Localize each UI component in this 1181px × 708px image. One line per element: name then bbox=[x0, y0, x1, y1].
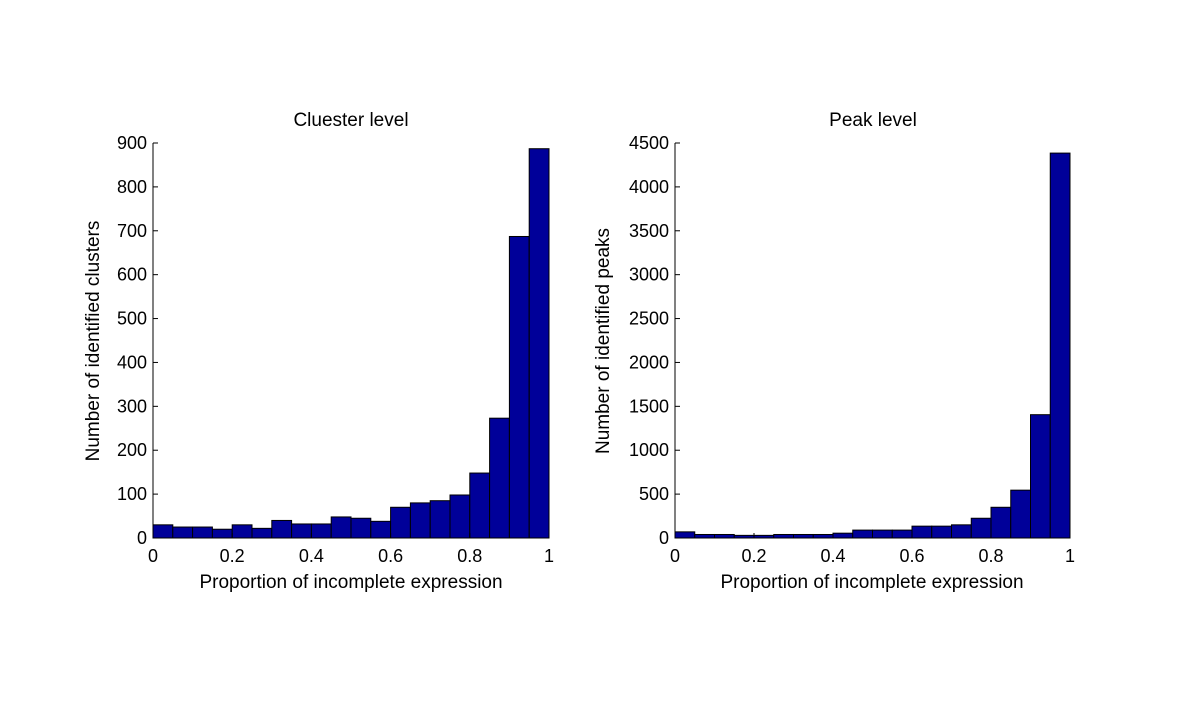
histogram-bar bbox=[330, 516, 352, 539]
y-tick-label: 0 bbox=[659, 528, 669, 548]
y-tick-label: 700 bbox=[117, 221, 147, 241]
y-tick-label: 3500 bbox=[629, 221, 669, 241]
y-tick-label: 500 bbox=[117, 309, 147, 329]
y-tick-label: 600 bbox=[117, 265, 147, 285]
histogram-bar bbox=[891, 529, 913, 539]
cluster-level-panel: Cluester level 0 100 200 300 400 500 600 700 800… bbox=[83, 110, 554, 593]
y-tick-label: 400 bbox=[117, 352, 147, 372]
histogram-bar bbox=[409, 502, 431, 539]
histogram-bar bbox=[1049, 152, 1071, 539]
y-tick-label: 300 bbox=[117, 396, 147, 416]
histogram-bar bbox=[1010, 489, 1031, 539]
chart-title: Cluester level bbox=[293, 110, 408, 131]
histogram-bar bbox=[489, 417, 510, 539]
histogram-bar bbox=[211, 528, 233, 539]
x-tick-label: 0.4 bbox=[299, 546, 324, 566]
x-ticks: 0 0.2 0.4 0.6 0.8 1 bbox=[148, 533, 554, 566]
histogram-bar bbox=[508, 235, 530, 539]
y-tick-label: 2000 bbox=[629, 352, 669, 372]
histogram-bar bbox=[172, 526, 194, 539]
histogram-bar bbox=[674, 531, 696, 539]
histogram-bar bbox=[970, 517, 992, 539]
peak-level-panel: Peak level 0 500 1000 1500 2000 2500 3000 3500 4… bbox=[593, 110, 1075, 593]
histogram-bar bbox=[951, 524, 972, 539]
x-tick-label: 0 bbox=[670, 546, 680, 566]
histogram-bar bbox=[370, 520, 392, 539]
y-tick-label: 2500 bbox=[629, 309, 669, 329]
y-axis-label: Number of identified peaks bbox=[593, 228, 614, 454]
histogram-bar bbox=[832, 532, 854, 539]
histogram-bar bbox=[528, 148, 550, 539]
y-ticks: 0 100 200 300 400 500 600 700 800 900 bbox=[117, 133, 158, 548]
x-tick-label: 0.6 bbox=[378, 546, 403, 566]
histogram-bar bbox=[310, 523, 332, 539]
x-tick-label: 0 bbox=[148, 546, 158, 566]
y-axis-label: Number of identified clusters bbox=[83, 221, 104, 462]
x-axis-label: Proportion of incomplete expression bbox=[199, 572, 502, 593]
y-tick-label: 4500 bbox=[629, 133, 669, 153]
histogram-bar bbox=[872, 529, 893, 539]
histogram-bar bbox=[231, 524, 253, 539]
y-tick-label: 800 bbox=[117, 177, 147, 197]
histogram-bar bbox=[469, 472, 491, 539]
histogram-bar bbox=[931, 525, 952, 539]
histogram-bar bbox=[694, 533, 715, 539]
histogram-bar bbox=[291, 523, 312, 539]
histogram-bar bbox=[350, 517, 372, 539]
y-tick-label: 1000 bbox=[629, 440, 669, 460]
x-tick-label: 0.6 bbox=[899, 546, 924, 566]
x-tick-label: 0.4 bbox=[820, 546, 845, 566]
x-tick-label: 0.8 bbox=[978, 546, 1003, 566]
histogram-bar bbox=[852, 529, 873, 539]
y-tick-label: 900 bbox=[117, 133, 147, 153]
x-axis-label: Proportion of incomplete expression bbox=[720, 572, 1023, 593]
histogram-bar bbox=[152, 524, 174, 539]
y-tick-label: 4000 bbox=[629, 177, 669, 197]
bars-group bbox=[152, 148, 550, 539]
y-tick-label: 100 bbox=[117, 484, 147, 504]
histogram-bar bbox=[271, 519, 293, 539]
histogram-bar bbox=[714, 533, 735, 539]
y-tick-label: 500 bbox=[639, 484, 669, 504]
x-tick-label: 0.2 bbox=[220, 546, 245, 566]
x-tick-label: 1 bbox=[544, 546, 554, 566]
histogram-bar bbox=[990, 506, 1012, 539]
y-tick-label: 200 bbox=[117, 440, 147, 460]
x-ticks: 0 0.2 0.4 0.6 0.8 1 bbox=[670, 533, 1075, 566]
histogram-bar bbox=[449, 494, 471, 539]
histogram-bar bbox=[793, 533, 814, 539]
y-tick-label: 0 bbox=[137, 528, 147, 548]
x-tick-label: 1 bbox=[1065, 546, 1075, 566]
histogram-bar bbox=[390, 506, 411, 539]
histogram-bar bbox=[429, 500, 451, 539]
y-tick-label: 3000 bbox=[629, 265, 669, 285]
y-ticks: 0 500 1000 1500 2000 2500 3000 3500 4000 4500 bbox=[629, 133, 680, 548]
x-tick-label: 0.8 bbox=[457, 546, 482, 566]
histogram-bar bbox=[773, 533, 794, 539]
bars-group bbox=[674, 152, 1071, 539]
y-tick-label: 1500 bbox=[629, 396, 669, 416]
chart-title: Peak level bbox=[829, 110, 917, 131]
histogram-bar bbox=[812, 533, 834, 539]
histogram-bar bbox=[251, 527, 273, 539]
histogram-bar bbox=[911, 525, 933, 539]
x-tick-label: 0.2 bbox=[741, 546, 766, 566]
histogram-bar bbox=[1030, 414, 1051, 539]
histogram-bar bbox=[192, 526, 213, 539]
